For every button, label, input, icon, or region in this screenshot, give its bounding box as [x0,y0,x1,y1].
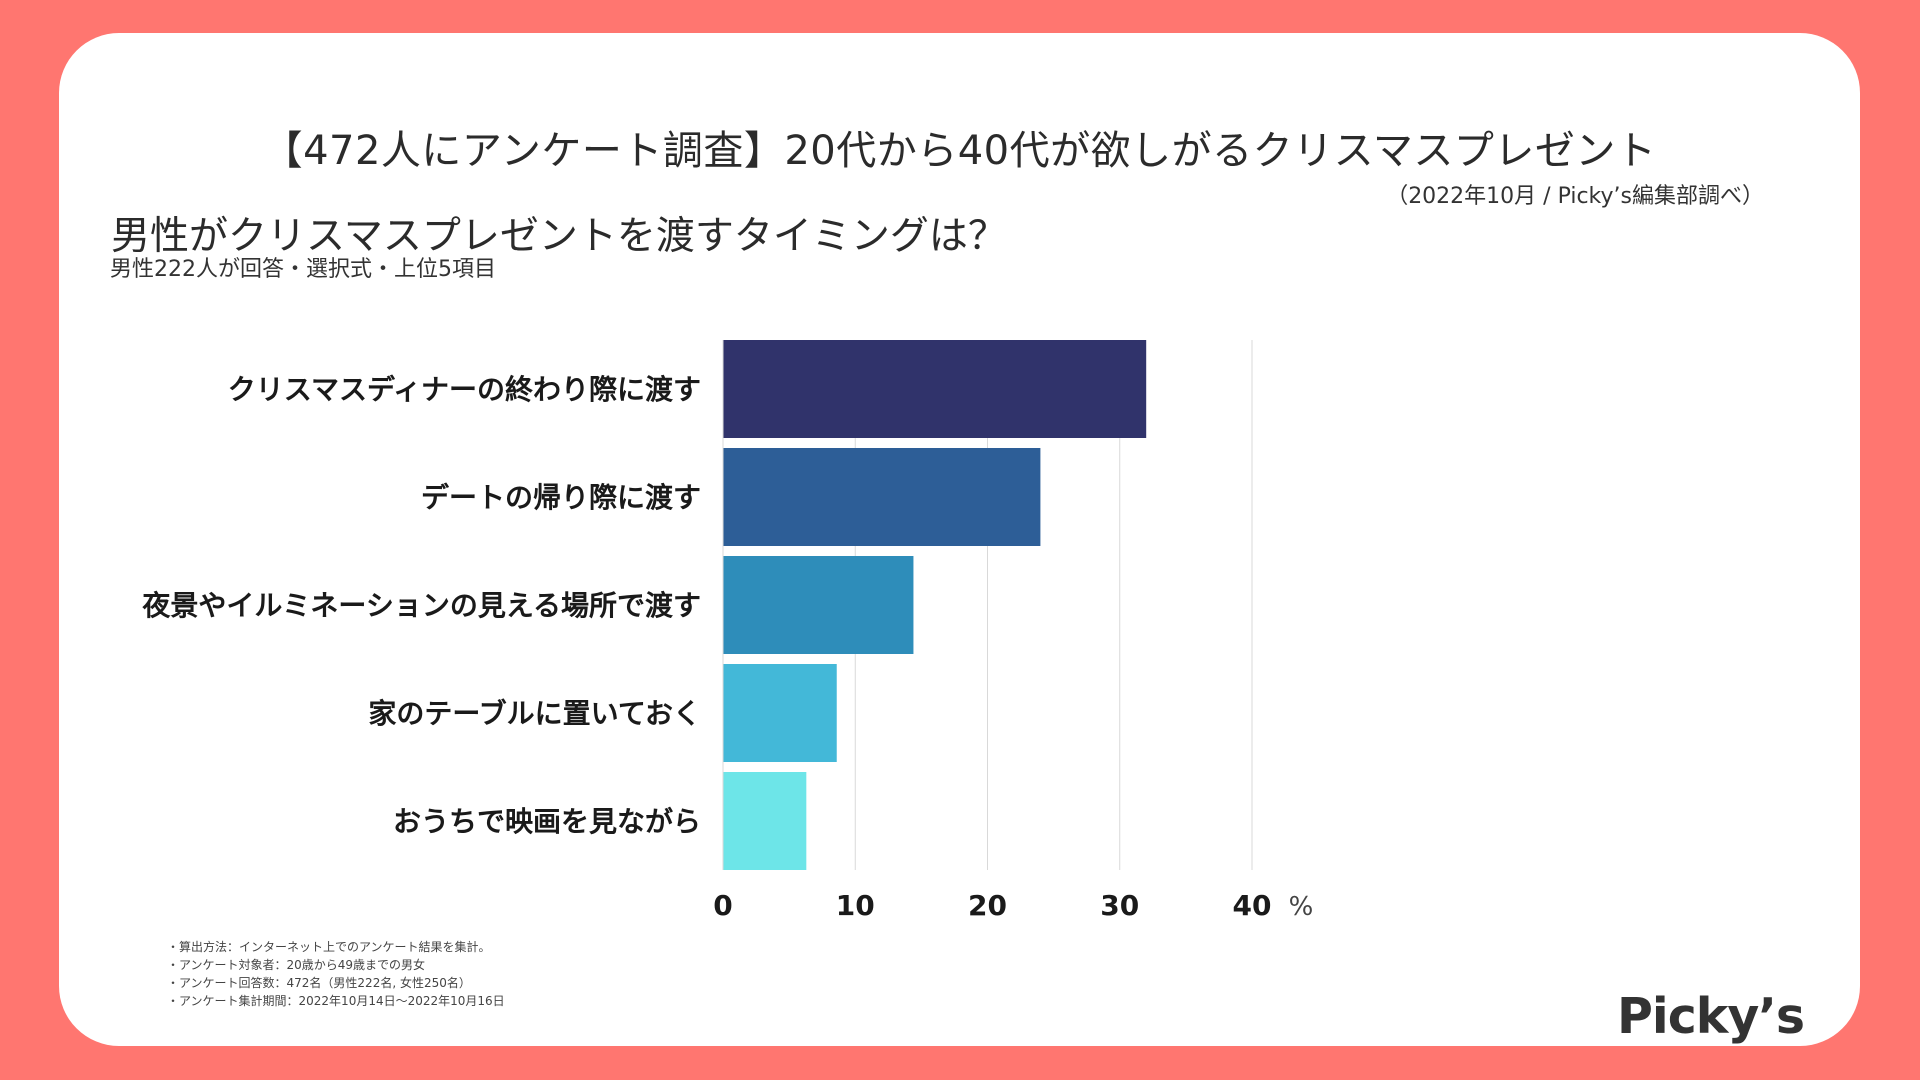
chart-question: 男性がクリスマスプレゼントを渡すタイミングは？ [111,214,1007,259]
x-tick-label: 0 [713,889,732,922]
category-label: クリスマスディナーの終わり際に渡す [228,373,701,406]
page-title: 【472人にアンケート調査】20代から40代が欲しがるクリスマスプレゼント [262,128,1657,174]
category-label: 家のテーブルに置いておく [368,697,701,730]
x-tick-label: 20 [968,889,1007,922]
category-label: おうちで映画を見ながら [393,805,701,838]
footnote-line: ・アンケート対象者：20歳から49歳までの男女 [167,958,426,972]
source-note: （2022年10月 / Picky’s編集部調べ） [1386,184,1764,209]
category-label: デートの帰り際に渡す [421,481,701,514]
footnote-line: ・算出方法：インターネット上でのアンケート結果を集計。 [167,940,491,954]
x-tick-label: 40 [1233,889,1272,922]
x-tick-label: 30 [1100,889,1139,922]
x-axis-unit: % [1289,892,1314,922]
pickys-logo: Picky’s [1617,988,1805,1045]
bar [723,448,1041,546]
footnote-line: ・アンケート回答数：472名（男性222名, 女性250名） [167,976,471,990]
bar [723,664,837,762]
footnotes: ・算出方法：インターネット上でのアンケート結果を集計。 ・アンケート対象者：20… [167,938,505,1010]
bar-chart: クリスマスディナーの終わり際に渡すデートの帰り際に渡す夜景やイルミネーションの見… [141,340,1314,922]
footnote-line: ・アンケート集計期間：2022年10月14日〜2022年10月16日 [167,994,505,1008]
x-tick-label: 10 [836,889,875,922]
content-card: 【472人にアンケート調査】20代から40代が欲しがるクリスマスプレゼント （2… [59,33,1860,1046]
chart-subtitle: 男性222人が回答・選択式・上位5項目 [110,257,496,282]
bar [723,556,914,654]
category-label: 夜景やイルミネーションの見える場所で渡す [141,589,701,622]
bar [723,340,1147,438]
bar [723,772,807,870]
